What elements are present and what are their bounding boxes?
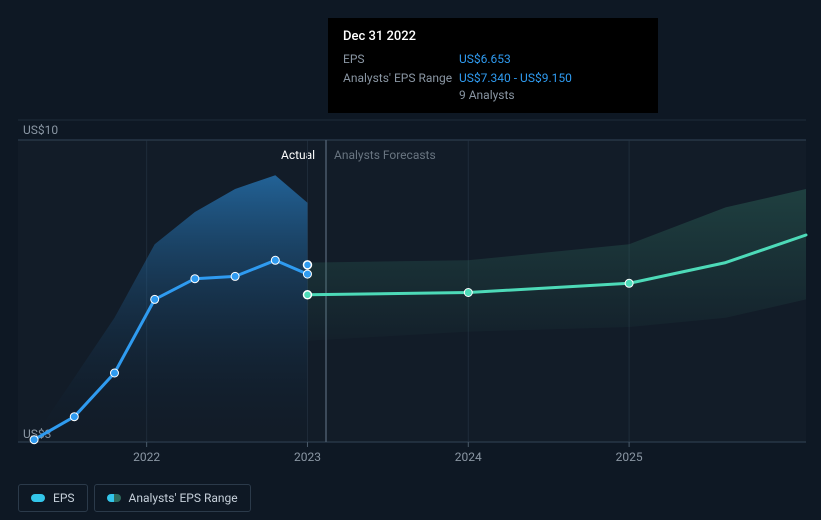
legend-item-eps[interactable]: EPS [18, 484, 88, 512]
legend-label: Analysts' EPS Range [129, 491, 238, 505]
legend-swatch [107, 494, 121, 502]
legend-item-range[interactable]: Analysts' EPS Range [94, 484, 251, 512]
chart-container: Dec 31 2022 EPS US$6.653 Analysts' EPS R… [0, 0, 821, 520]
tooltip-sub: 9 Analysts [459, 88, 643, 102]
chart-tooltip: Dec 31 2022 EPS US$6.653 Analysts' EPS R… [328, 18, 658, 113]
tooltip-row-value: US$6.653 [459, 50, 511, 69]
legend-label: EPS [53, 491, 75, 505]
tooltip-row-label: Analysts' EPS Range [343, 69, 459, 88]
legend-swatch [31, 494, 45, 502]
tooltip-row-label: EPS [343, 50, 459, 69]
chart-legend: EPS Analysts' EPS Range [18, 484, 251, 512]
tooltip-date: Dec 31 2022 [343, 29, 643, 44]
tooltip-row-value: US$7.340 - US$9.150 [459, 69, 572, 88]
